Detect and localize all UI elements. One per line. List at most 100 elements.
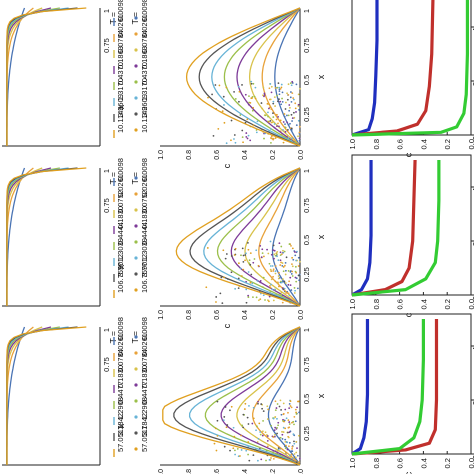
data-point bbox=[279, 254, 282, 257]
data-point bbox=[281, 100, 284, 103]
data-point bbox=[275, 407, 278, 409]
curve bbox=[6, 326, 87, 465]
data-point bbox=[284, 440, 287, 443]
data-point bbox=[222, 419, 225, 422]
data-point bbox=[274, 426, 277, 429]
data-point bbox=[287, 83, 290, 86]
data-point bbox=[286, 441, 289, 444]
data-point bbox=[282, 251, 284, 254]
legend-entry: 0.0098 bbox=[116, 0, 125, 21]
legend-entry: 0.1863 bbox=[140, 46, 149, 69]
legend-entry: 10.1142 bbox=[140, 106, 149, 133]
data-point bbox=[273, 96, 276, 99]
data-point bbox=[268, 295, 271, 298]
data-point bbox=[242, 260, 245, 263]
curve bbox=[223, 7, 301, 147]
data-point bbox=[297, 400, 300, 403]
data-point bbox=[239, 455, 241, 457]
data-point bbox=[211, 93, 213, 96]
data-point bbox=[291, 270, 294, 273]
data-point bbox=[260, 458, 263, 461]
data-point bbox=[244, 93, 247, 96]
series-line-1 bbox=[351, 160, 373, 297]
data-point bbox=[284, 269, 287, 272]
data-point bbox=[257, 400, 259, 403]
data-point bbox=[247, 103, 250, 106]
data-point bbox=[215, 301, 217, 303]
data-point bbox=[257, 402, 259, 405]
x-tick-label: 0.25 bbox=[302, 107, 311, 122]
data-point bbox=[294, 270, 297, 273]
data-point bbox=[288, 445, 290, 448]
legend-marker bbox=[134, 224, 138, 228]
data-point bbox=[289, 96, 292, 99]
data-point bbox=[274, 137, 277, 139]
data-point bbox=[221, 302, 224, 305]
data-point bbox=[225, 142, 228, 145]
series-line-3 bbox=[351, 160, 441, 297]
data-point bbox=[284, 408, 287, 411]
x-tick-label: 1 bbox=[302, 169, 311, 173]
data-point bbox=[263, 92, 266, 95]
data-point bbox=[272, 100, 275, 103]
data-point bbox=[273, 123, 276, 125]
data-point bbox=[285, 444, 287, 447]
data-point bbox=[274, 409, 277, 412]
data-point bbox=[281, 430, 283, 433]
data-point bbox=[266, 439, 269, 442]
legend-entry: 0.0261 bbox=[140, 14, 149, 37]
data-point bbox=[259, 431, 262, 433]
data-point bbox=[260, 256, 263, 259]
data-point bbox=[272, 457, 275, 460]
data-point bbox=[290, 273, 293, 275]
x-tick-label: 0.75 bbox=[102, 198, 111, 213]
data-point bbox=[249, 139, 252, 142]
data-point bbox=[248, 404, 250, 407]
data-point bbox=[280, 281, 283, 284]
data-point bbox=[225, 426, 228, 429]
data-point bbox=[288, 431, 291, 434]
data-point bbox=[271, 121, 274, 124]
curve bbox=[271, 167, 301, 307]
y-tick-label: 0.0 bbox=[298, 310, 305, 320]
x-tick-label: 0 bbox=[472, 135, 474, 140]
legend-entry: 1.3039 bbox=[116, 238, 125, 261]
legend-entry: 0.0261 bbox=[116, 333, 125, 356]
data-point bbox=[259, 245, 262, 247]
series-line-1 bbox=[351, 319, 370, 456]
data-point bbox=[272, 436, 275, 438]
y-tick-label: 0.4 bbox=[419, 139, 428, 149]
data-point bbox=[288, 104, 291, 106]
data-point bbox=[294, 456, 297, 459]
curve bbox=[6, 167, 87, 306]
data-point bbox=[255, 296, 258, 299]
legend-entry: 0.4477 bbox=[140, 381, 149, 404]
data-point bbox=[238, 100, 240, 103]
y-tick-label: 0.2 bbox=[270, 150, 277, 160]
legend-entry: 0.0784 bbox=[140, 349, 149, 372]
data-point bbox=[268, 107, 270, 110]
data-point bbox=[290, 244, 292, 247]
data-point bbox=[288, 423, 291, 425]
data-point bbox=[299, 260, 301, 263]
data-point bbox=[273, 249, 276, 252]
legend-entry: 1.2908 bbox=[116, 397, 125, 420]
legend-entry: 1.3170 bbox=[116, 78, 125, 101]
data-point bbox=[252, 106, 254, 109]
data-point bbox=[291, 137, 293, 140]
data-point bbox=[298, 411, 300, 414]
data-point bbox=[293, 415, 296, 418]
data-point bbox=[295, 124, 298, 127]
data-point bbox=[297, 119, 300, 122]
data-point bbox=[261, 434, 264, 437]
data-point bbox=[287, 436, 290, 439]
data-point bbox=[266, 248, 268, 251]
data-point bbox=[260, 403, 263, 405]
legend-entry: 0.0784 bbox=[116, 349, 125, 372]
legend-entry: 3.7842 bbox=[116, 413, 125, 436]
y-tick-label: 0.0 bbox=[467, 458, 474, 468]
data-point bbox=[272, 138, 275, 141]
data-point bbox=[274, 105, 276, 107]
legend-entry: 1.3170 bbox=[140, 78, 149, 101]
